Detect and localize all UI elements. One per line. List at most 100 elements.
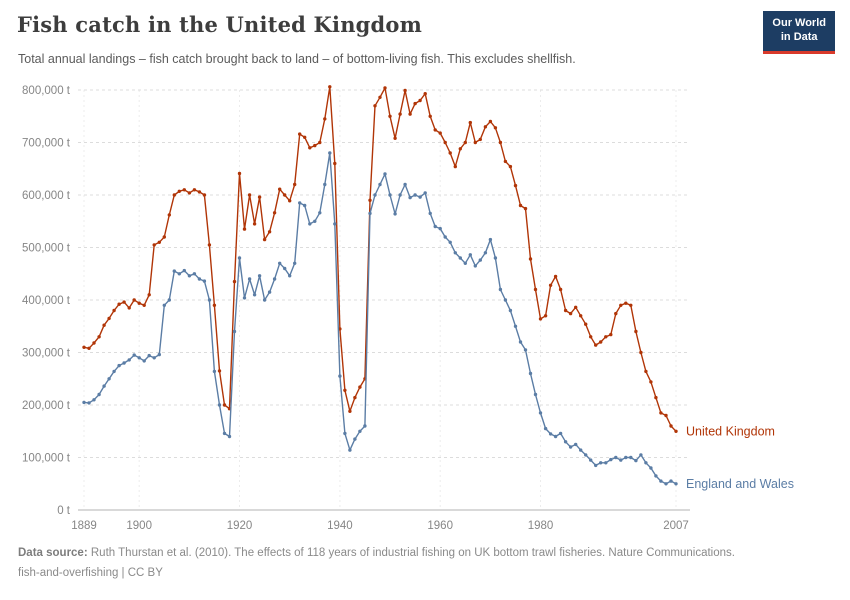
data-point[interactable] <box>142 303 146 307</box>
data-point[interactable] <box>594 463 598 468</box>
data-point[interactable] <box>373 104 377 108</box>
data-point[interactable] <box>192 188 197 192</box>
data-point[interactable] <box>493 256 498 260</box>
data-point[interactable] <box>548 432 553 436</box>
data-point[interactable] <box>574 442 578 447</box>
data-point[interactable] <box>272 277 277 281</box>
series-markers-england-and-wales[interactable] <box>82 151 678 486</box>
data-point[interactable] <box>368 211 372 216</box>
data-point[interactable] <box>589 458 593 462</box>
data-point[interactable] <box>197 277 202 281</box>
data-point[interactable] <box>483 125 488 129</box>
data-point[interactable] <box>303 203 307 208</box>
data-point[interactable] <box>473 264 477 268</box>
data-point[interactable] <box>543 426 548 431</box>
data-point[interactable] <box>563 308 568 313</box>
data-point[interactable] <box>308 146 312 150</box>
data-point[interactable] <box>318 211 322 215</box>
data-point[interactable] <box>523 348 528 352</box>
data-point[interactable] <box>543 314 548 318</box>
data-point[interactable] <box>398 193 402 197</box>
data-point[interactable] <box>222 431 227 436</box>
data-point[interactable] <box>654 395 658 400</box>
data-point[interactable] <box>303 135 307 139</box>
data-point[interactable] <box>202 279 207 283</box>
data-point[interactable] <box>523 206 528 211</box>
data-point[interactable] <box>413 193 417 197</box>
data-point[interactable] <box>97 335 101 339</box>
series-label-england-and-wales[interactable]: England and Wales <box>686 477 794 491</box>
data-point[interactable] <box>348 448 352 452</box>
data-point[interactable] <box>619 458 623 462</box>
data-point[interactable] <box>614 311 618 316</box>
data-point[interactable] <box>257 274 262 278</box>
data-point[interactable] <box>438 226 442 231</box>
data-point[interactable] <box>538 411 543 415</box>
data-point[interactable] <box>247 193 252 197</box>
data-point[interactable] <box>468 120 472 125</box>
data-point[interactable] <box>629 455 633 460</box>
data-point[interactable] <box>132 298 136 302</box>
data-point[interactable] <box>438 131 442 135</box>
data-point[interactable] <box>498 287 503 292</box>
owid-logo[interactable]: Our World in Data <box>763 11 835 54</box>
data-point[interactable] <box>488 119 493 124</box>
data-point[interactable] <box>473 140 477 145</box>
data-point[interactable] <box>107 316 111 321</box>
data-point[interactable] <box>217 369 222 373</box>
data-point[interactable] <box>283 193 287 197</box>
data-point[interactable] <box>187 274 192 278</box>
data-point[interactable] <box>97 392 101 397</box>
data-point[interactable] <box>172 193 176 197</box>
data-point[interactable] <box>177 189 181 193</box>
data-point[interactable] <box>172 269 176 273</box>
data-point[interactable] <box>609 332 613 337</box>
data-point[interactable] <box>333 161 337 166</box>
data-point[interactable] <box>82 345 86 349</box>
data-point[interactable] <box>518 203 523 208</box>
data-point[interactable] <box>548 283 553 287</box>
series-label-united-kingdom[interactable]: United Kingdom <box>686 424 775 438</box>
data-point[interactable] <box>227 434 232 439</box>
data-point[interactable] <box>353 437 357 441</box>
data-point[interactable] <box>418 195 422 199</box>
data-point[interactable] <box>192 272 197 276</box>
data-point[interactable] <box>272 211 277 215</box>
data-point[interactable] <box>157 352 161 357</box>
data-point[interactable] <box>669 424 673 428</box>
data-point[interactable] <box>247 277 252 281</box>
data-point[interactable] <box>112 308 116 313</box>
data-point[interactable] <box>579 448 583 452</box>
data-point[interactable] <box>614 455 618 460</box>
data-point[interactable] <box>468 253 472 257</box>
data-point[interactable] <box>453 251 457 255</box>
data-point[interactable] <box>373 193 377 197</box>
data-point[interactable] <box>488 237 493 242</box>
data-point[interactable] <box>393 212 397 216</box>
data-point[interactable] <box>478 258 482 262</box>
data-point[interactable] <box>654 474 658 478</box>
series-markers-united-kingdom[interactable] <box>82 85 678 433</box>
data-point[interactable] <box>528 371 533 376</box>
data-point[interactable] <box>503 298 508 302</box>
data-point[interactable] <box>207 243 212 247</box>
data-point[interactable] <box>624 455 628 460</box>
data-point[interactable] <box>408 195 412 200</box>
data-point[interactable] <box>323 117 327 121</box>
data-point[interactable] <box>388 114 392 118</box>
data-point[interactable] <box>137 301 141 305</box>
data-point[interactable] <box>463 140 467 145</box>
data-point[interactable] <box>518 340 523 344</box>
data-point[interactable] <box>413 101 417 106</box>
data-point[interactable] <box>568 311 573 316</box>
data-point[interactable] <box>589 335 593 339</box>
data-point[interactable] <box>513 324 518 328</box>
data-point[interactable] <box>278 187 282 191</box>
data-point[interactable] <box>252 293 257 297</box>
data-point[interactable] <box>308 222 312 226</box>
data-point[interactable] <box>624 301 628 305</box>
data-point[interactable] <box>122 300 126 304</box>
data-point[interactable] <box>232 329 237 334</box>
data-point[interactable] <box>629 303 633 307</box>
data-point[interactable] <box>644 461 648 465</box>
